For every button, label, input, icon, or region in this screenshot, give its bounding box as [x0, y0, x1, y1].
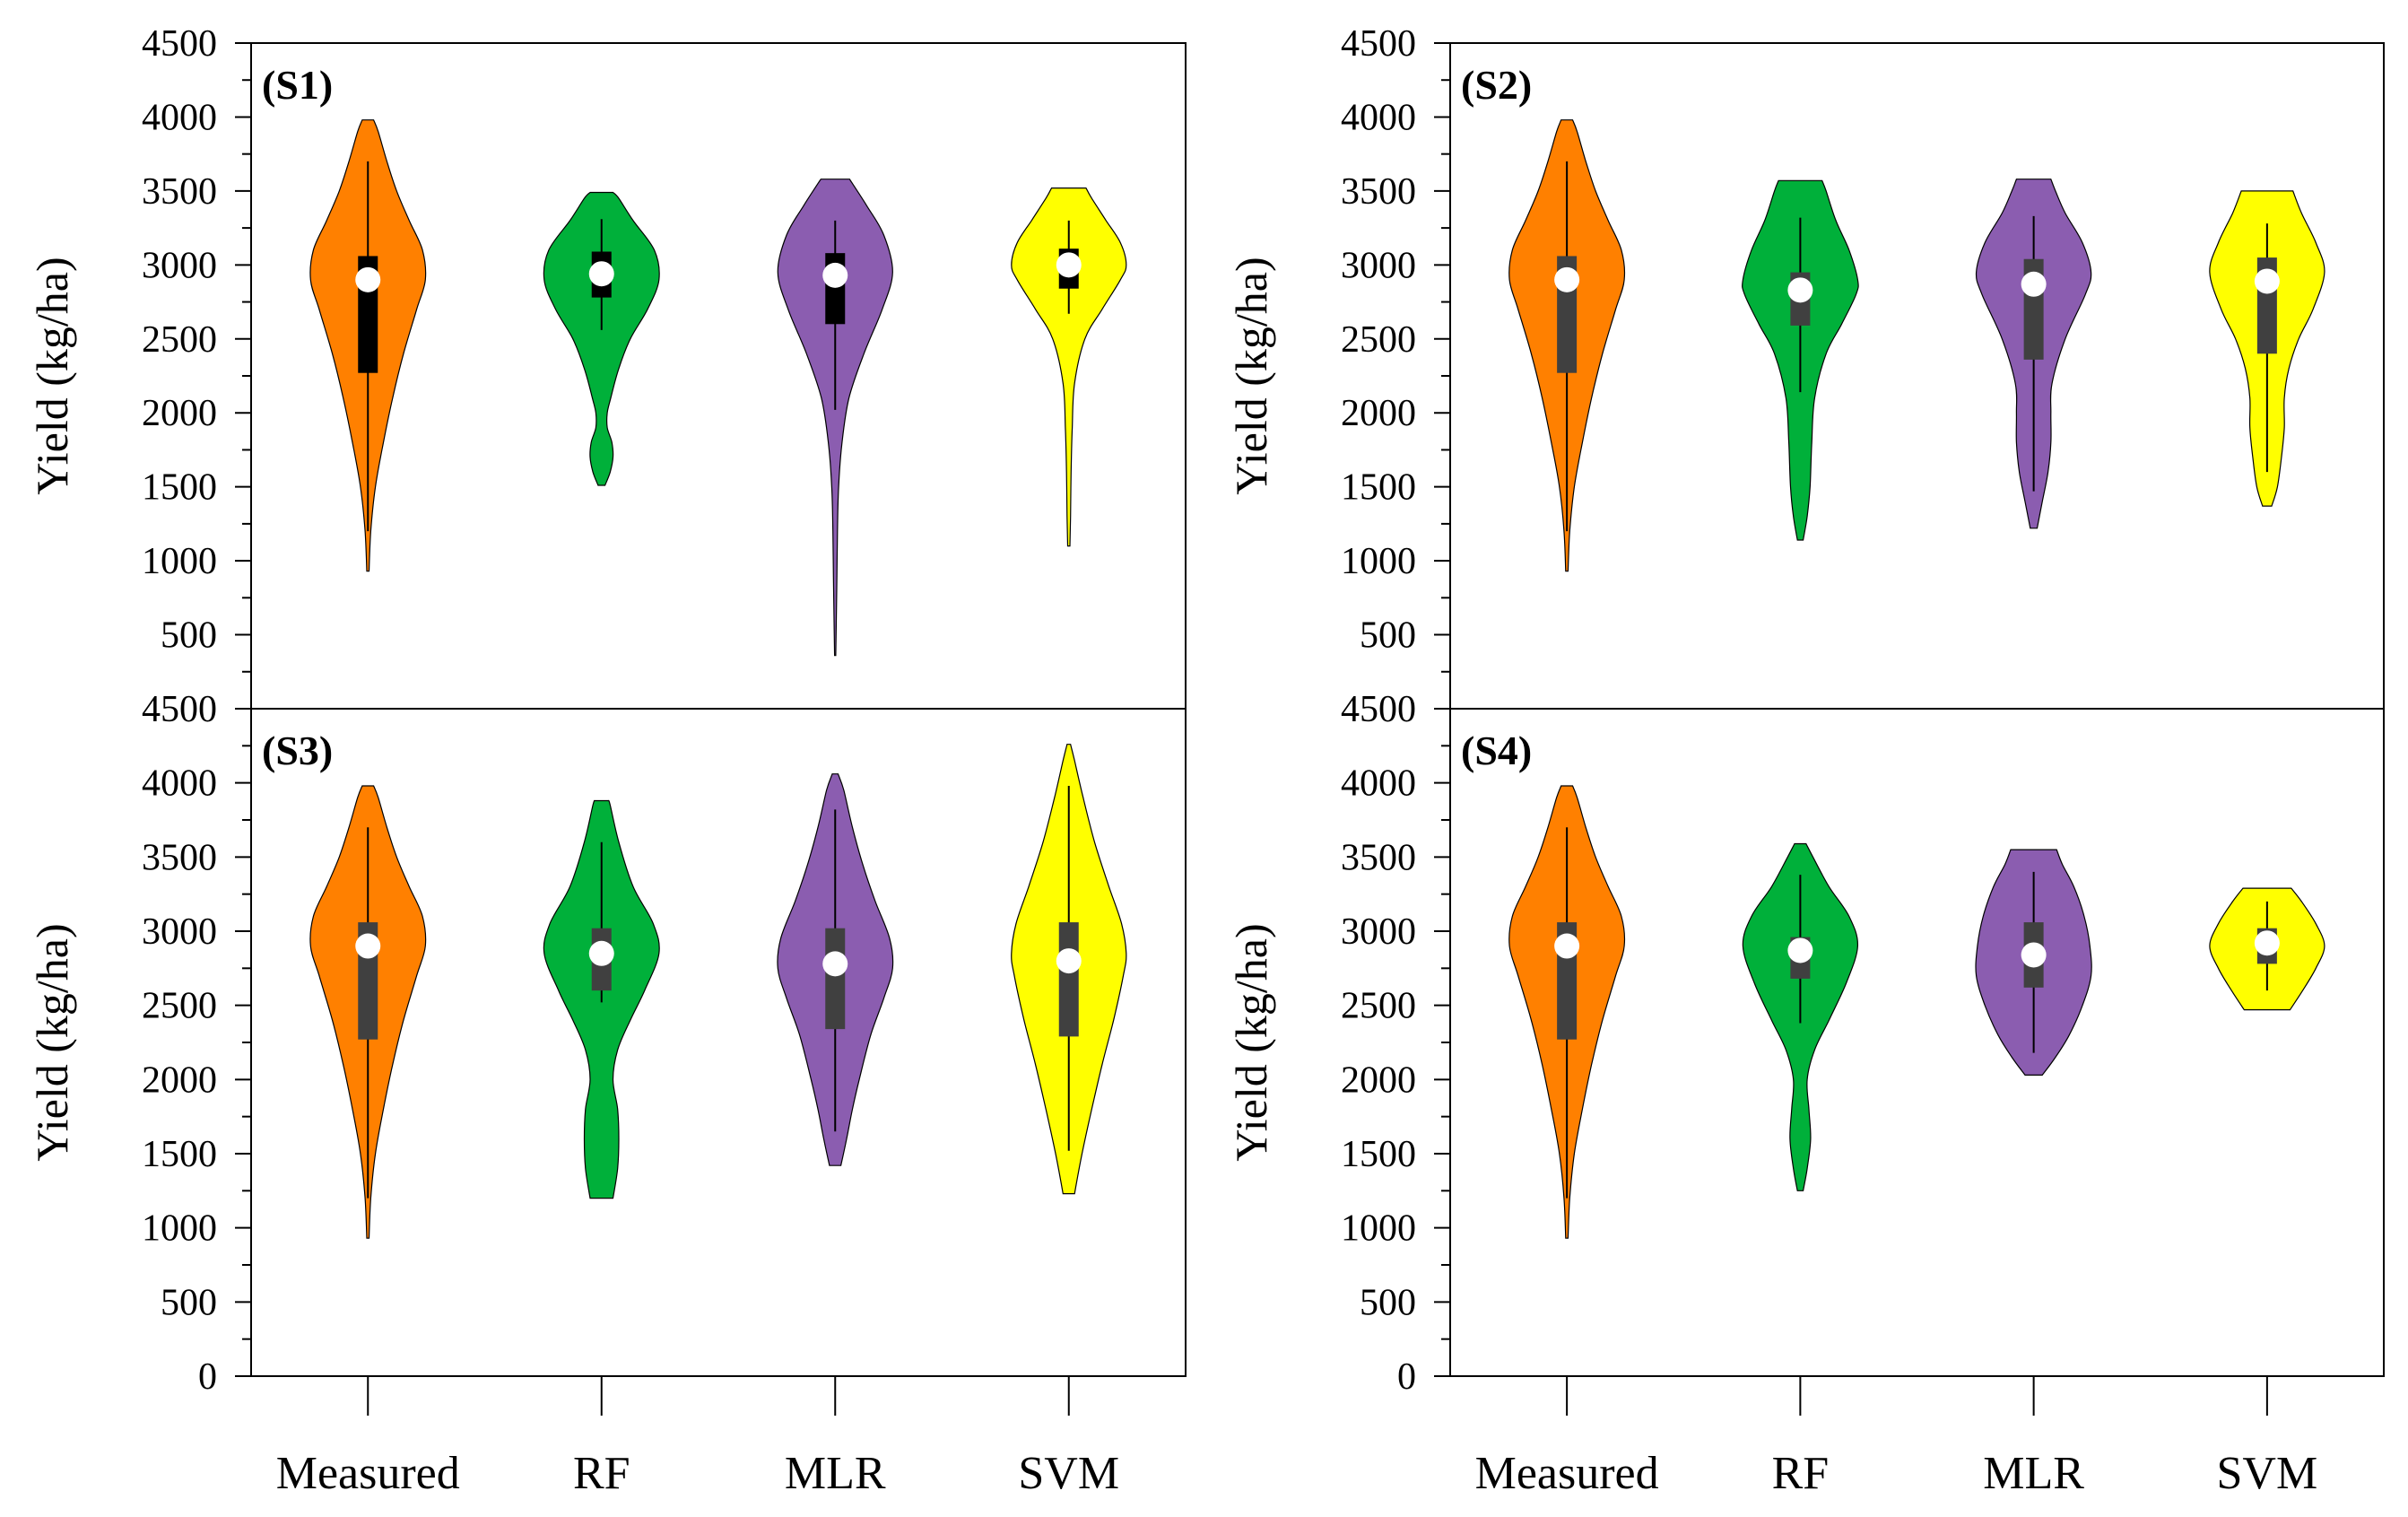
violin-rf-s3: [543, 799, 660, 1199]
violin-rf-s4: [1742, 842, 1859, 1191]
x-tick-label-rf: RF: [573, 1448, 630, 1499]
x-tick-label-mlr: MLR: [1983, 1448, 2084, 1499]
violin-measured-s4: [1508, 785, 1626, 1239]
median-dot: [822, 262, 848, 288]
y-tick-label: 2500: [142, 319, 217, 361]
violin-body: [777, 179, 893, 657]
y-tick-label: 0: [1397, 1356, 1416, 1398]
y-tick-label: 1000: [1341, 541, 1416, 582]
y-tick-label: 4000: [1341, 763, 1416, 805]
y-tick-label: 3000: [142, 911, 217, 953]
panel-s2: 500 1000 1500 2000 2500 3000 3500 4000 4500 Yield…: [1226, 23, 2385, 710]
x-tick-label-measured: Measured: [276, 1448, 460, 1499]
x-tick-label-mlr: MLR: [785, 1448, 886, 1499]
y-tick-label: 2000: [1341, 393, 1416, 434]
panel-label: (S3): [262, 728, 333, 773]
median-dot: [822, 951, 848, 977]
y-tick-label: 3500: [142, 837, 217, 878]
violin-body: [1011, 187, 1127, 547]
x-tick-label-measured: Measured: [1475, 1448, 1659, 1499]
panel-s3: 0 500 1000 1500 2000 2500 3000 3500 4000 4500 Yiel…: [27, 689, 1187, 1499]
y-tick-label: 4000: [142, 97, 217, 138]
violin-svm-s2: [2209, 190, 2325, 507]
median-dot: [355, 266, 381, 292]
iqr-box: [1058, 922, 1079, 1037]
y-tick-label: 4500: [142, 23, 217, 65]
y-tick-label: 500: [161, 1282, 217, 1323]
median-dot: [1056, 948, 1082, 974]
y-axis-label: Yield (kg/ha): [27, 923, 77, 1161]
median-dot: [1787, 277, 1813, 303]
median-dot: [1787, 937, 1813, 963]
violin-mlr-s2: [1975, 179, 2092, 529]
x-tick-label-svm: SVM: [1018, 1448, 1119, 1499]
y-tick-label: 3500: [1341, 171, 1416, 213]
y-tick-label: 500: [1360, 615, 1416, 657]
violin-rf-s1: [543, 191, 660, 486]
median-dot: [1554, 933, 1580, 959]
violin-mlr-s4: [1975, 849, 2092, 1076]
y-axis-label: Yield (kg/ha): [1226, 257, 1276, 494]
violin-svm-s3: [1011, 744, 1127, 1195]
y-tick-label: 3000: [142, 245, 217, 286]
y-tick-label: 1500: [142, 1134, 217, 1175]
y-tick-label: 3000: [1341, 245, 1416, 286]
y-tick-label: 2500: [1341, 986, 1416, 1027]
y-tick-label: 3500: [142, 171, 217, 213]
violin-mlr-s3: [777, 773, 894, 1166]
y-axis-label: Yield (kg/ha): [1226, 923, 1276, 1161]
y-tick-label: 1500: [1341, 467, 1416, 509]
y-tick-label: 2000: [142, 393, 217, 434]
median-dot: [1554, 266, 1580, 292]
x-tick-label-rf: RF: [1772, 1448, 1830, 1499]
y-tick-label: 500: [1360, 1282, 1416, 1323]
median-dot: [2254, 268, 2280, 294]
y-tick-label: 2500: [1341, 319, 1416, 361]
y-tick-label: 4500: [142, 689, 217, 730]
y-tick-label: 500: [161, 615, 217, 657]
median-dot: [588, 940, 614, 966]
violin-svm-s4: [2209, 887, 2325, 1011]
median-dot: [2021, 942, 2047, 968]
y-tick-label: 2500: [142, 986, 217, 1027]
panel-label: (S2): [1461, 62, 1532, 108]
y-tick-label: 3000: [1341, 911, 1416, 953]
y-tick-label: 2000: [1341, 1059, 1416, 1101]
y-tick-label: 1000: [1341, 1208, 1416, 1250]
y-tick-label: 4500: [1341, 23, 1416, 65]
violin-measured-s1: [309, 119, 427, 572]
violin-body: [543, 191, 660, 486]
y-tick-label: 1500: [142, 467, 217, 509]
y-tick-label: 4500: [1341, 689, 1416, 730]
violin-measured-s3: [309, 785, 427, 1239]
y-axis-label: Yield (kg/ha): [27, 257, 77, 494]
panel-s4: 0 500 1000 1500 2000 2500 3000 3500 4000 4500 Yiel…: [1226, 689, 2385, 1499]
y-tick-label: 1500: [1341, 1134, 1416, 1175]
violin-measured-s2: [1508, 119, 1626, 572]
median-dot: [588, 261, 614, 287]
y-tick-label: 2000: [142, 1059, 217, 1101]
median-dot: [1056, 252, 1082, 278]
violin-svm-s1: [1011, 187, 1127, 547]
panel-label: (S1): [262, 62, 333, 108]
y-tick-label: 1000: [142, 1208, 217, 1250]
y-tick-label: 4000: [1341, 97, 1416, 138]
violin-mlr-s1: [777, 179, 893, 657]
iqr-box: [825, 928, 846, 1030]
y-tick-label: 4000: [142, 763, 217, 805]
median-dot: [355, 933, 381, 959]
panel-s1: 500 1000 1500 2000 2500 3000 3500 4000 4500 Yield…: [27, 23, 1187, 710]
median-dot: [2254, 930, 2280, 956]
y-tick-label: 3500: [1341, 837, 1416, 878]
y-tick-label: 1000: [142, 541, 217, 582]
panel-label: (S4): [1461, 728, 1532, 773]
x-tick-label-svm: SVM: [2217, 1448, 2318, 1499]
violin-rf-s2: [1742, 179, 1859, 541]
median-dot: [2021, 271, 2047, 297]
y-tick-label: 0: [198, 1356, 217, 1398]
